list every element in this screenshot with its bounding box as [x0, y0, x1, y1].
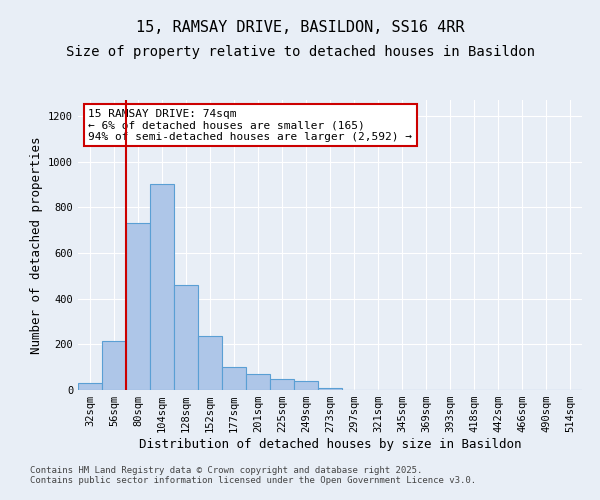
Bar	[198, 336, 222, 390]
Bar	[222, 367, 246, 390]
Bar	[150, 184, 174, 390]
Bar	[78, 383, 102, 390]
Bar	[270, 378, 294, 390]
Y-axis label: Number of detached properties: Number of detached properties	[29, 136, 43, 354]
X-axis label: Distribution of detached houses by size in Basildon: Distribution of detached houses by size …	[139, 438, 521, 451]
Bar	[126, 224, 150, 390]
Bar	[246, 374, 270, 390]
Bar	[294, 381, 318, 390]
Bar	[174, 285, 198, 390]
Bar	[102, 341, 126, 390]
Text: 15 RAMSAY DRIVE: 74sqm
← 6% of detached houses are smaller (165)
94% of semi-det: 15 RAMSAY DRIVE: 74sqm ← 6% of detached …	[88, 108, 412, 142]
Text: Contains HM Land Registry data © Crown copyright and database right 2025.
Contai: Contains HM Land Registry data © Crown c…	[30, 466, 476, 485]
Bar	[318, 388, 342, 390]
Text: Size of property relative to detached houses in Basildon: Size of property relative to detached ho…	[65, 45, 535, 59]
Text: 15, RAMSAY DRIVE, BASILDON, SS16 4RR: 15, RAMSAY DRIVE, BASILDON, SS16 4RR	[136, 20, 464, 35]
